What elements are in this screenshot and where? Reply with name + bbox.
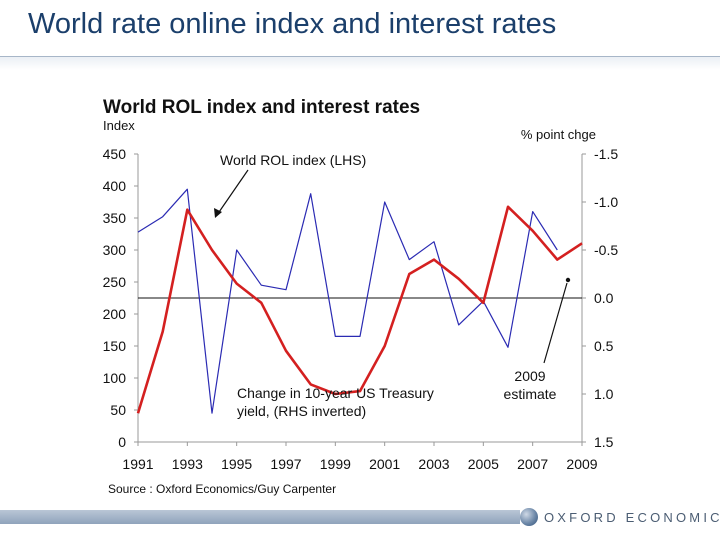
left-tick-label: 200 (103, 306, 127, 322)
left-tick-label: 400 (103, 178, 127, 194)
annotation-estimate-line1: 2009 (514, 368, 545, 384)
x-tick-label: 2005 (468, 456, 499, 472)
chart-title: World ROL index and interest rates (103, 97, 420, 118)
series-line-treasury-yield (136, 205, 583, 414)
right-tick-label: -1.0 (594, 194, 618, 210)
slide-title: World rate online index and interest rat… (28, 8, 557, 40)
x-tick-label: 1991 (122, 456, 153, 472)
source-note: Source : Oxford Economics/Guy Carpenter (108, 482, 336, 496)
annotation-estimate-arrow (543, 282, 568, 364)
left-tick-label: 50 (110, 402, 126, 418)
left-tick-label: 350 (103, 210, 127, 226)
right-tick-label: -1.5 (594, 146, 618, 162)
right-axis-label: % point chge (521, 127, 596, 142)
left-tick-label: 150 (103, 338, 127, 354)
globe-icon (520, 508, 538, 526)
x-tick-label: 1999 (320, 456, 351, 472)
annotation-yield-line1: Change in 10-year US Treasury (237, 385, 434, 401)
x-tick-label: 2003 (418, 456, 449, 472)
title-gradient-band (0, 56, 720, 70)
x-tick-label: 2001 (369, 456, 400, 472)
right-tick-label: -0.5 (594, 242, 618, 258)
x-tick-label: 2009 (566, 456, 597, 472)
left-tick-label: 300 (103, 242, 127, 258)
annotation-rol-arrowhead (214, 208, 222, 218)
left-tick-label: 0 (118, 434, 126, 450)
annotation-rol-arrow (216, 169, 249, 216)
axes: 0 50 100 150 200 250 300 350 400 450 1.5 1.0 0.5 0.0 -… (103, 146, 619, 472)
left-tick-label: 450 (103, 146, 127, 162)
title-divider (0, 56, 720, 57)
left-tick-label: 100 (103, 370, 127, 386)
footer-band (0, 510, 520, 524)
annotation-estimate-marker (565, 277, 571, 283)
left-tick-label: 250 (103, 274, 127, 290)
right-tick-label: 0.0 (594, 290, 614, 306)
annotation-estimate-line2: estimate (504, 386, 557, 402)
right-tick-label: 1.5 (594, 434, 614, 450)
series-layer (136, 188, 583, 414)
right-tick-label: 1.0 (594, 386, 614, 402)
annotation-rol-index: World ROL index (LHS) (220, 152, 366, 168)
oxford-economics-logo: OXFORD ECONOMICS (520, 508, 720, 526)
x-tick-label: 2007 (517, 456, 548, 472)
x-tick-label: 1997 (270, 456, 301, 472)
annotation-yield-line2: yield, (RHS inverted) (237, 403, 366, 419)
series-line-rol-index (137, 188, 558, 414)
left-axis-label: Index (103, 118, 135, 133)
x-tick-label: 1995 (221, 456, 252, 472)
x-tick-label: 1993 (172, 456, 203, 472)
right-tick-label: 0.5 (594, 338, 614, 354)
logo-text: OXFORD ECONOMICS (544, 509, 720, 525)
